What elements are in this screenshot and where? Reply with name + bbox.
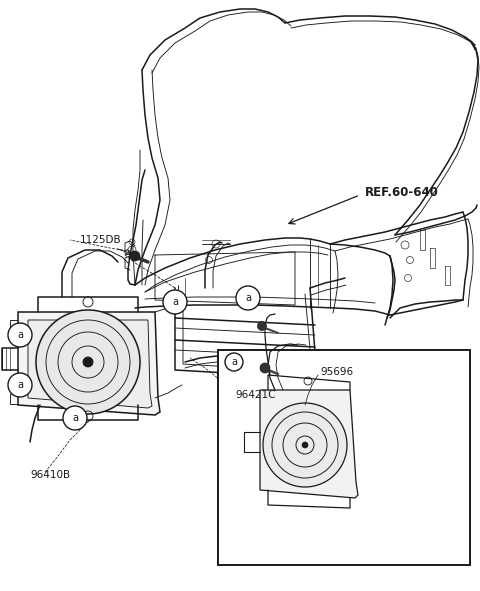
Circle shape (236, 286, 260, 310)
Circle shape (263, 403, 347, 487)
Circle shape (130, 251, 140, 261)
Circle shape (8, 323, 32, 347)
Text: 1125DB: 1125DB (80, 235, 121, 245)
Text: a: a (245, 293, 251, 303)
Text: a: a (172, 297, 178, 307)
Text: a: a (17, 380, 23, 390)
Text: 96421C: 96421C (235, 390, 276, 400)
Circle shape (163, 290, 187, 314)
Circle shape (302, 442, 308, 448)
Text: 95696: 95696 (320, 367, 353, 377)
Text: a: a (231, 357, 237, 367)
Polygon shape (28, 320, 152, 408)
Circle shape (36, 310, 140, 414)
Circle shape (8, 373, 32, 397)
Circle shape (257, 322, 266, 330)
Polygon shape (260, 390, 358, 498)
FancyBboxPatch shape (218, 350, 470, 565)
Text: 96410B: 96410B (30, 470, 70, 480)
Circle shape (225, 353, 243, 371)
Circle shape (83, 357, 93, 367)
Polygon shape (18, 312, 160, 415)
Circle shape (260, 363, 270, 373)
Text: a: a (72, 413, 78, 423)
Circle shape (63, 406, 87, 430)
Text: a: a (17, 330, 23, 340)
Text: REF.60-640: REF.60-640 (365, 186, 439, 199)
